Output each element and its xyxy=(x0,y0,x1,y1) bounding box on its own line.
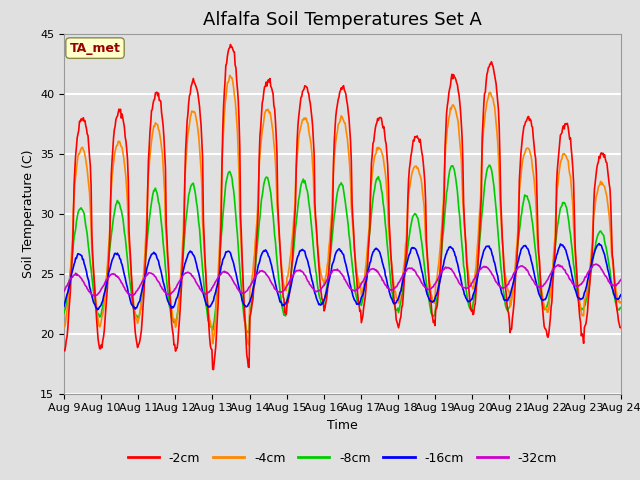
Text: TA_met: TA_met xyxy=(70,42,120,55)
Legend: -2cm, -4cm, -8cm, -16cm, -32cm: -2cm, -4cm, -8cm, -16cm, -32cm xyxy=(123,447,562,469)
Title: Alfalfa Soil Temperatures Set A: Alfalfa Soil Temperatures Set A xyxy=(203,11,482,29)
X-axis label: Time: Time xyxy=(327,419,358,432)
Y-axis label: Soil Temperature (C): Soil Temperature (C) xyxy=(22,149,35,278)
